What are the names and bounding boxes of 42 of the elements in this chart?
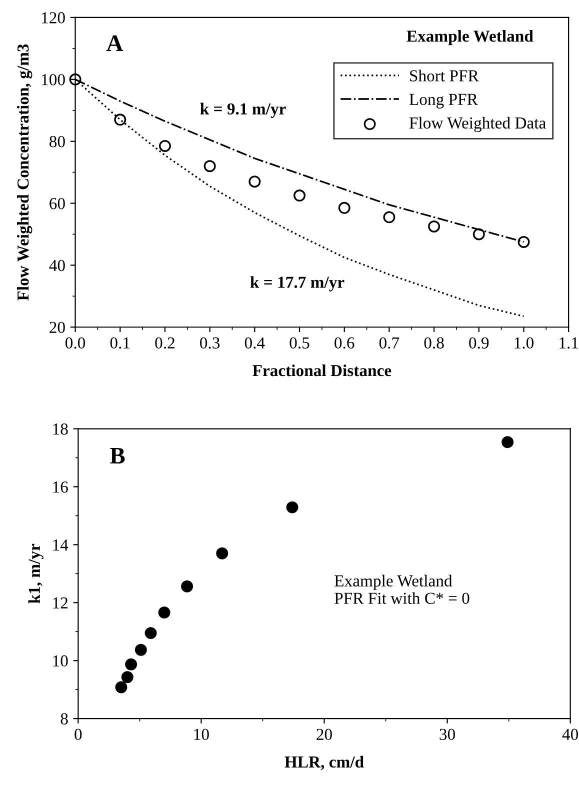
x-tick-label: 0.6 — [334, 337, 354, 349]
y-tick-label: 120 — [42, 12, 65, 24]
annotation: A — [106, 35, 124, 52]
y-tick-label: 18 — [53, 423, 68, 435]
x-tick-label: 0.7 — [379, 337, 400, 349]
x-tick-label: 40 — [562, 728, 578, 740]
x-tick-label: 0.8 — [424, 337, 444, 349]
x-tick-label: 0.2 — [155, 337, 174, 349]
x-axis-title: HLR, cm/d — [284, 756, 364, 770]
legend-label: Flow Weighted Data — [409, 116, 546, 132]
x-tick-label: 0.1 — [110, 337, 130, 349]
y-tick-label: 60 — [50, 198, 65, 210]
legend-label: Long PFR — [409, 94, 478, 108]
legend-title: Example Wetland — [406, 30, 534, 46]
x-tick-label: 0.5 — [290, 337, 310, 349]
y-axis-title: k1, m/yr — [28, 544, 44, 604]
annotation: Example Wetland PFR Fit with C* = 0 — [334, 574, 470, 604]
x-tick-label: 0.3 — [200, 337, 220, 349]
x-tick-label: 10 — [194, 728, 209, 740]
x-tick-label: 0.4 — [244, 337, 265, 349]
x-tick-label: 1.0 — [514, 337, 534, 349]
x-tick-label: 0.0 — [65, 337, 86, 349]
legend-label: Short PFR — [410, 70, 479, 82]
y-tick-label: 100 — [42, 74, 65, 86]
x-tick-label: 0.9 — [469, 337, 489, 349]
y-tick-label: 40 — [49, 260, 65, 272]
y-tick-label: 8 — [60, 713, 68, 725]
y-axis-title: Flow Weighted Concentration, g/m3 — [16, 44, 32, 301]
x-tick-label: 0 — [74, 728, 82, 740]
x-axis-title: Fractional Distance — [252, 364, 392, 376]
y-tick-label: 12 — [53, 597, 68, 608]
annotation: B — [110, 448, 125, 464]
annotation: k = 9.1 m/yr — [200, 102, 286, 118]
x-tick-label: 1.1 — [560, 337, 578, 349]
y-tick-label: 14 — [53, 539, 68, 550]
x-tick-label: 20 — [316, 728, 332, 740]
y-tick-label: 10 — [53, 655, 68, 667]
x-tick-label: 30 — [440, 728, 455, 740]
y-tick-label: 20 — [50, 322, 65, 334]
y-tick-label: 16 — [53, 481, 68, 493]
y-tick-label: 80 — [50, 136, 65, 148]
annotation: k = 17.7 m/yr — [250, 276, 344, 292]
